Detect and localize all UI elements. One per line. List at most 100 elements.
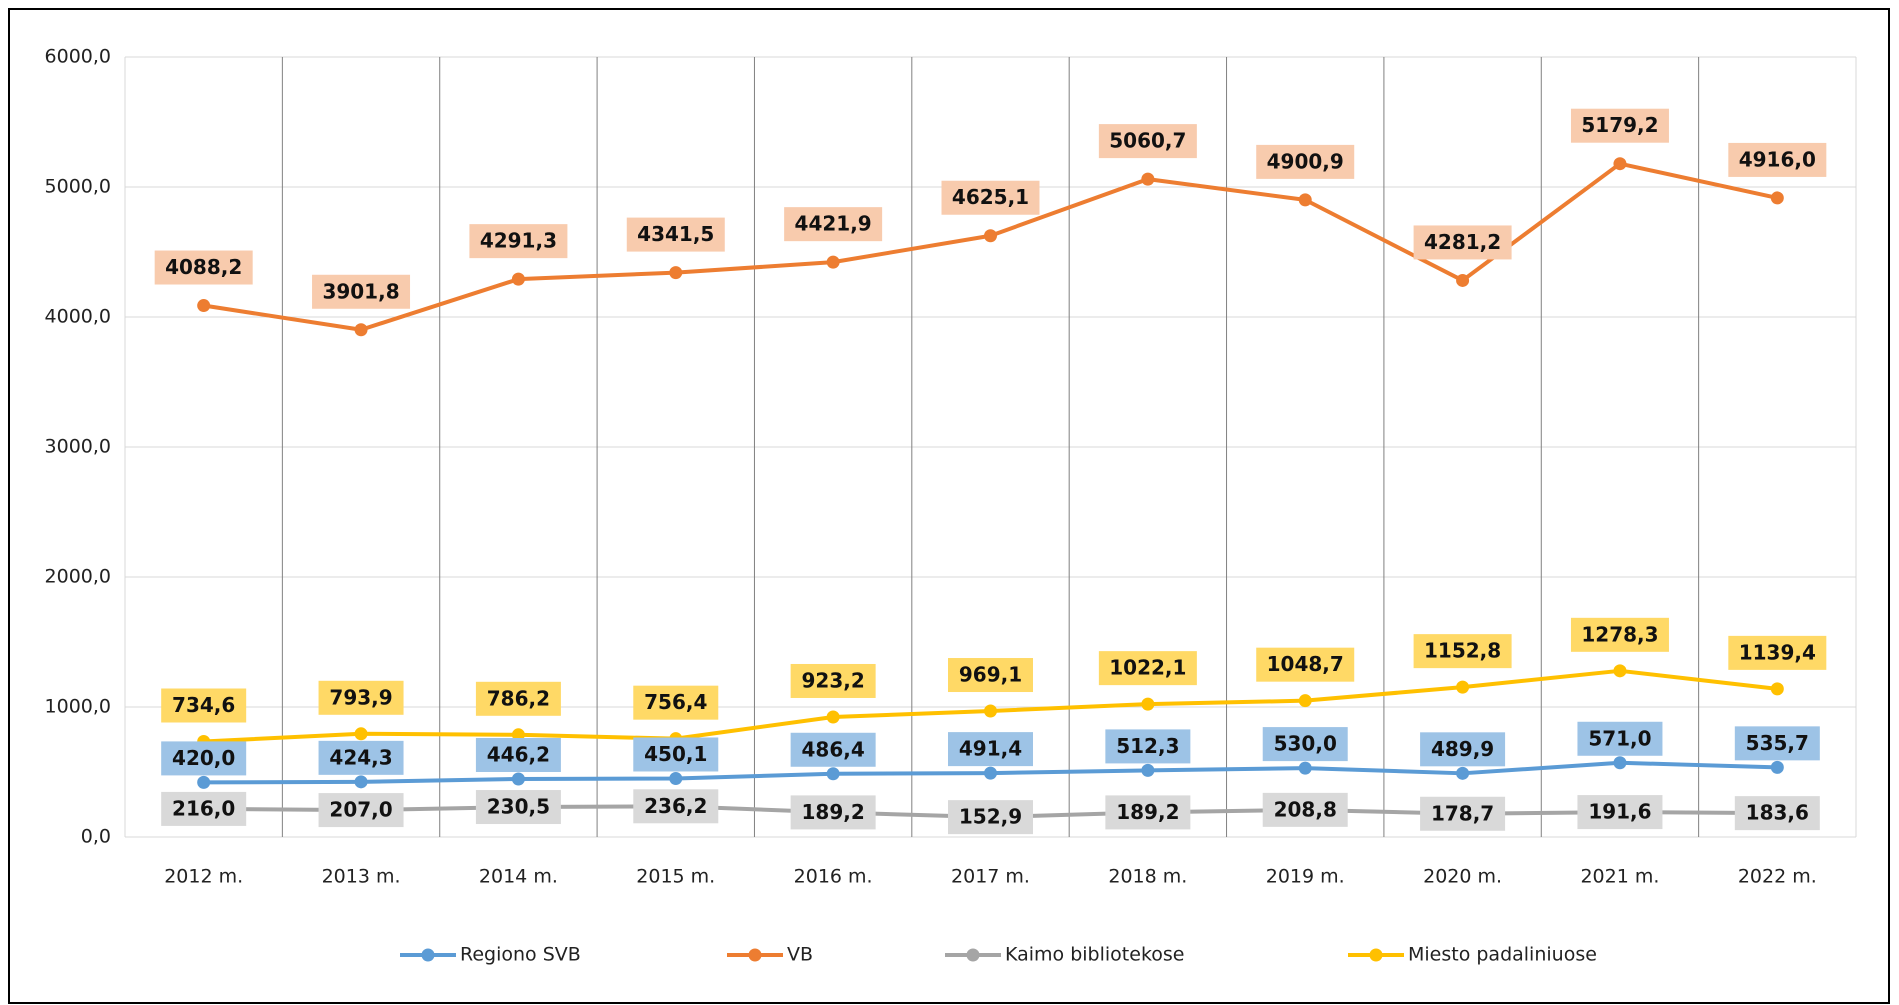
x-tick-label: 2017 m. bbox=[951, 866, 1030, 888]
y-tick-label: 6000,0 bbox=[45, 46, 111, 68]
data-label-bg bbox=[1577, 721, 1663, 756]
legend-marker bbox=[1369, 948, 1383, 962]
data-label-bg bbox=[154, 250, 253, 285]
data-point bbox=[1456, 766, 1470, 780]
data-label-bg bbox=[633, 737, 719, 772]
data-label-bg bbox=[318, 680, 404, 715]
data-label-bg bbox=[941, 180, 1040, 215]
data-label: 4421,9 bbox=[795, 212, 872, 236]
data-label-bg bbox=[1577, 795, 1663, 830]
data-label-bg bbox=[312, 274, 411, 309]
data-label-bg bbox=[790, 732, 876, 767]
data-label-bg bbox=[1734, 726, 1820, 761]
data-label: 4281,2 bbox=[1424, 230, 1501, 254]
data-label: 4625,1 bbox=[952, 185, 1029, 209]
data-label: 512,3 bbox=[1116, 734, 1179, 758]
data-point bbox=[1770, 191, 1784, 205]
x-tick-label: 2020 m. bbox=[1423, 866, 1502, 888]
data-label-bg bbox=[790, 795, 876, 830]
data-label: 3901,8 bbox=[322, 279, 399, 303]
y-tick-label: 4000,0 bbox=[45, 306, 111, 328]
data-label-bg bbox=[161, 791, 247, 826]
x-tick-label: 2022 m. bbox=[1738, 866, 1817, 888]
data-label: 189,2 bbox=[802, 800, 865, 824]
data-label-bg bbox=[469, 224, 568, 259]
data-point bbox=[1141, 697, 1155, 711]
data-label-bg bbox=[1098, 124, 1197, 159]
data-point bbox=[1298, 761, 1312, 775]
data-label: 189,2 bbox=[1116, 800, 1179, 824]
data-point bbox=[511, 772, 525, 786]
data-point bbox=[354, 727, 368, 741]
data-label: 4341,5 bbox=[637, 222, 714, 246]
x-tick-label: 2012 m. bbox=[164, 866, 243, 888]
data-label: 4916,0 bbox=[1739, 147, 1816, 171]
data-point bbox=[984, 704, 997, 718]
data-label: 535,7 bbox=[1746, 731, 1809, 755]
data-label-bg bbox=[475, 681, 561, 716]
data-label-bg bbox=[475, 737, 561, 772]
data-label: 793,9 bbox=[329, 685, 392, 709]
data-label-bg bbox=[161, 688, 247, 723]
data-label-bg bbox=[1262, 727, 1348, 762]
data-label: 1139,4 bbox=[1739, 640, 1816, 664]
data-label: 969,1 bbox=[959, 663, 1022, 687]
data-label-bg bbox=[626, 217, 725, 252]
data-label: 491,4 bbox=[959, 737, 1022, 761]
data-label: 1022,1 bbox=[1109, 656, 1186, 680]
y-tick-label: 3000,0 bbox=[45, 436, 111, 458]
data-label-bg bbox=[1734, 796, 1820, 831]
data-label-bg bbox=[1105, 795, 1191, 830]
data-label-bg bbox=[161, 741, 247, 776]
legend-marker bbox=[966, 948, 980, 962]
data-label: 786,2 bbox=[487, 686, 550, 710]
data-label: 923,2 bbox=[802, 668, 865, 692]
data-label-bg bbox=[1256, 647, 1355, 682]
data-label: 207,0 bbox=[329, 798, 392, 822]
data-label: 450,1 bbox=[644, 742, 707, 766]
data-label: 1152,8 bbox=[1424, 639, 1501, 663]
legend-marker bbox=[748, 948, 762, 962]
data-point bbox=[354, 775, 368, 789]
x-tick-label: 2014 m. bbox=[479, 866, 558, 888]
data-label: 208,8 bbox=[1274, 797, 1337, 821]
data-label-bg bbox=[1105, 729, 1191, 764]
data-point bbox=[1298, 193, 1312, 207]
data-label-bg bbox=[1570, 108, 1669, 143]
data-point bbox=[197, 775, 211, 789]
data-label: 4088,2 bbox=[165, 255, 242, 279]
data-point bbox=[511, 272, 525, 286]
y-tick-label: 0,0 bbox=[81, 826, 111, 848]
data-label: 530,0 bbox=[1274, 732, 1337, 756]
data-point bbox=[826, 767, 840, 781]
data-label: 5179,2 bbox=[1581, 113, 1658, 137]
data-label: 571,0 bbox=[1588, 726, 1651, 750]
data-label-bg bbox=[318, 793, 404, 828]
data-point bbox=[1770, 760, 1784, 774]
data-label-bg bbox=[1098, 651, 1197, 686]
data-label: 152,9 bbox=[959, 805, 1022, 829]
data-label-bg bbox=[948, 658, 1033, 693]
legend-label: Kaimo bibliotekose bbox=[1005, 944, 1184, 966]
data-label-bg bbox=[475, 790, 561, 825]
data-label-bg bbox=[790, 663, 876, 698]
data-label: 486,4 bbox=[802, 737, 865, 761]
data-point bbox=[669, 771, 683, 785]
data-label: 216,0 bbox=[172, 796, 235, 820]
data-label: 236,2 bbox=[644, 794, 707, 818]
data-point bbox=[1613, 756, 1627, 770]
x-tick-label: 2021 m. bbox=[1580, 866, 1659, 888]
x-tick-label: 2013 m. bbox=[322, 866, 401, 888]
data-label-bg bbox=[1420, 796, 1506, 831]
data-label: 420,0 bbox=[172, 746, 235, 770]
y-tick-label: 2000,0 bbox=[45, 566, 111, 588]
data-label: 446,2 bbox=[487, 742, 550, 766]
data-label: 183,6 bbox=[1746, 801, 1809, 825]
legend-marker bbox=[421, 948, 435, 962]
data-label-bg bbox=[633, 789, 719, 824]
data-point bbox=[669, 266, 683, 280]
data-label: 756,4 bbox=[644, 690, 707, 714]
data-label-bg bbox=[1413, 225, 1512, 260]
data-label: 4900,9 bbox=[1267, 149, 1344, 173]
data-label: 230,5 bbox=[487, 795, 550, 819]
